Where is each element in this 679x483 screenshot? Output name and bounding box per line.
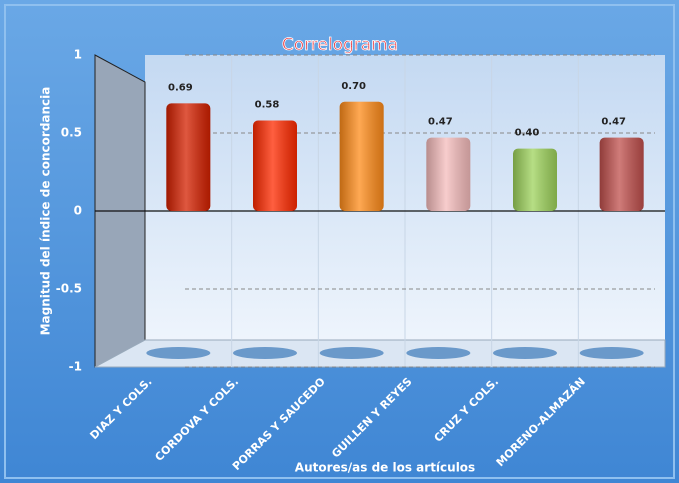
floor-shadow [493, 347, 557, 359]
value-label: 0.40 [515, 128, 540, 139]
y-axis-title: Magnitud del índice de concordancia [39, 87, 53, 336]
value-label: 0.47 [601, 117, 626, 128]
floor-shadow [406, 347, 471, 359]
frame [4, 4, 675, 479]
floor-shadow [233, 347, 297, 359]
y-tick-label: 1 [74, 48, 82, 62]
y-tick-label: -1 [69, 360, 82, 374]
chart-title: Correlograma [282, 35, 398, 55]
value-label: 0.58 [255, 100, 280, 111]
bar-shine [339, 101, 384, 211]
floor-shadow [579, 347, 644, 359]
bar-shine [253, 120, 297, 211]
bar-shine [166, 103, 211, 211]
floor-shadow [146, 347, 211, 359]
y-tick-label: -0.5 [56, 282, 82, 296]
y-tick-label: 0 [74, 204, 82, 218]
bar-shine [599, 137, 644, 211]
floor-shadow [319, 347, 384, 359]
value-label: 0.69 [168, 82, 193, 93]
bar-shine [513, 148, 557, 211]
value-label: 0.47 [428, 117, 453, 128]
value-label: 0.70 [341, 81, 366, 92]
y-tick-label: 0.5 [61, 126, 82, 140]
bar-shine [426, 137, 471, 211]
x-axis-title: Autores/as de los artículos [295, 461, 475, 475]
